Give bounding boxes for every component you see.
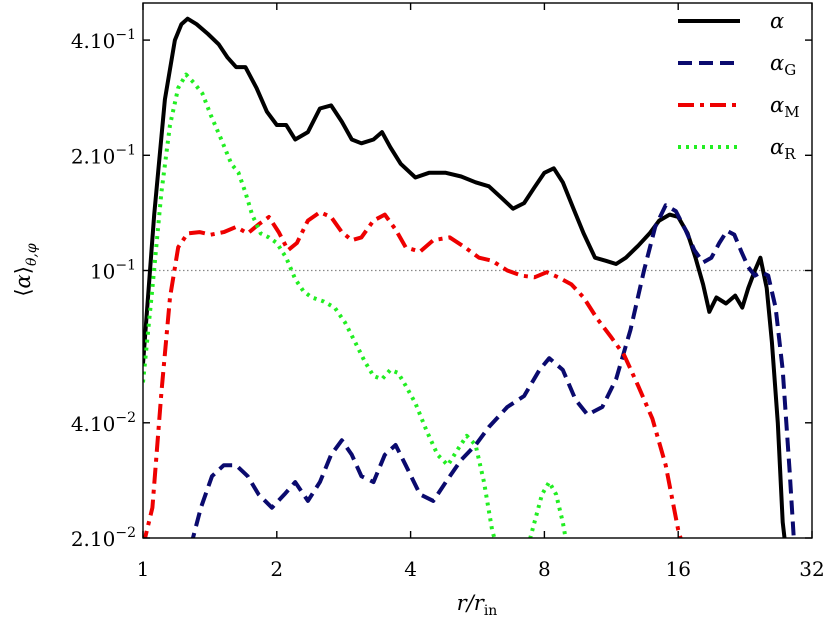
x-tick-label: 2 bbox=[270, 557, 283, 581]
legend-label-alpha-total: α bbox=[770, 9, 784, 33]
series-layer bbox=[143, 16, 796, 538]
x-tick-label: 1 bbox=[137, 557, 150, 581]
y-tick-label: 4.10−1 bbox=[71, 27, 136, 53]
legend-label-alpha-g: αG bbox=[770, 51, 796, 79]
y-axis-label: ⟨α⟩θ,φ bbox=[11, 243, 40, 296]
legend-label-alpha-r: αR bbox=[770, 135, 796, 163]
series-line-alpha-total bbox=[143, 16, 787, 538]
y-ticks-layer: 2.10−2 4.10−2 10−1 2.10−1 4.10−1 bbox=[71, 27, 812, 551]
series-line-alpha-m bbox=[143, 210, 683, 538]
x-tick-label: 8 bbox=[538, 557, 551, 581]
legend-label-alpha-m: αM bbox=[770, 93, 800, 121]
series-line-alpha-r-part2 bbox=[528, 480, 568, 538]
y-tick-label: 2.10−1 bbox=[71, 142, 136, 168]
x-tick-label: 4 bbox=[404, 557, 417, 581]
x-tick-label: 32 bbox=[799, 557, 824, 581]
y-tick-label: 4.10−2 bbox=[71, 410, 136, 436]
series-line-alpha-g bbox=[190, 203, 796, 538]
y-tick-label: 10−1 bbox=[90, 258, 136, 284]
legend: α αG αM αR bbox=[678, 9, 800, 163]
x-ticks-layer: 1 2 4 8 16 32 bbox=[137, 3, 825, 581]
y-tick-label: 2.10−2 bbox=[71, 525, 136, 551]
x-axis-label: r/rin bbox=[457, 591, 498, 619]
x-tick-label: 16 bbox=[665, 557, 690, 581]
